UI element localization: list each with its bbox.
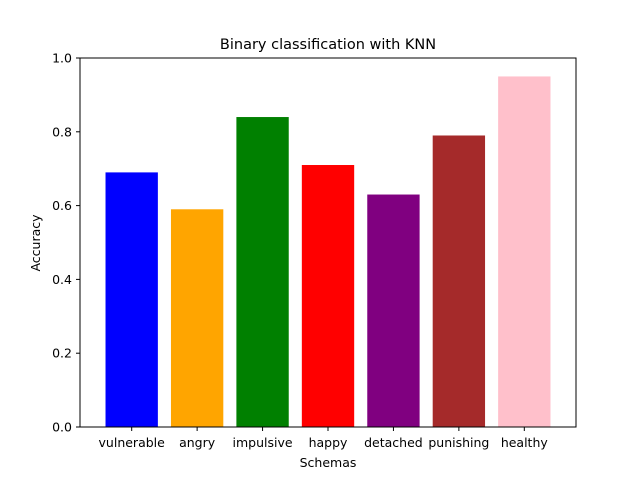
bar-angry <box>170 209 224 427</box>
y-tick-label: 0.0 <box>52 420 72 435</box>
y-axis-label: Accuracy <box>28 214 43 272</box>
bar-vulnerable <box>105 172 158 427</box>
bar-punishing <box>432 135 486 428</box>
bar-happy <box>301 165 355 427</box>
x-tick-label: healthy <box>501 435 549 450</box>
x-tick-label: detached <box>364 435 423 450</box>
chart-title: Binary classification with KNN <box>220 37 436 53</box>
bar-healthy <box>498 76 551 427</box>
x-axis-ticks: vulnerable angry impulsive happy detached pun… <box>99 427 549 450</box>
x-tick-label: angry <box>179 435 216 450</box>
x-tick-label: happy <box>309 435 348 450</box>
x-tick-label: vulnerable <box>99 435 166 450</box>
x-axis-label: Schemas <box>300 455 357 470</box>
y-tick-label: 0.4 <box>52 272 72 287</box>
x-tick-label: punishing <box>428 435 489 450</box>
plot-area-frame <box>79 57 577 428</box>
bar-impulsive <box>236 117 289 427</box>
y-tick-label: 0.2 <box>52 346 72 361</box>
y-tick-label: 0.8 <box>52 124 72 139</box>
bar-detached <box>367 194 420 427</box>
y-axis-ticks: 0.0 0.2 0.4 0.6 0.8 1.0 <box>52 51 80 435</box>
y-tick-label: 0.6 <box>52 198 72 213</box>
bars-layer <box>105 76 551 428</box>
y-tick-label: 1.0 <box>52 51 72 66</box>
x-tick-label: impulsive <box>233 435 293 450</box>
